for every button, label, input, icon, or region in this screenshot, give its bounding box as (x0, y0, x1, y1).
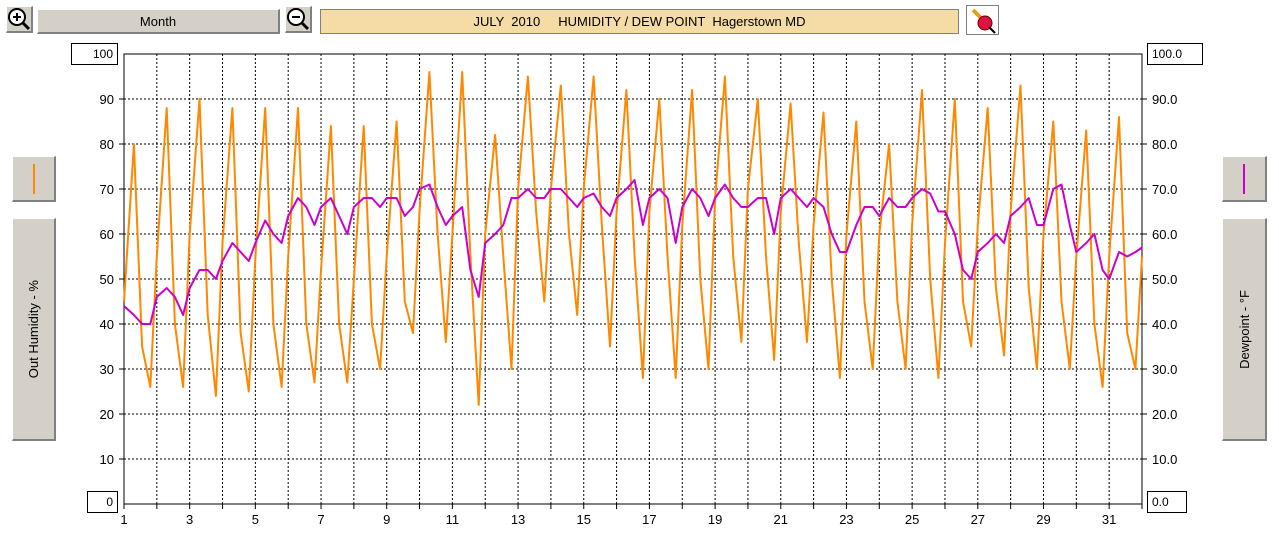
zoom-out-button[interactable] (285, 6, 312, 33)
x-tick-label: 23 (839, 512, 853, 527)
right-y-tick-label: 70.0 (1152, 182, 1177, 197)
right-y-tick-label: 80.0 (1152, 137, 1177, 152)
x-tick-label: 29 (1036, 512, 1050, 527)
zoom-in-button[interactable] (6, 6, 33, 33)
humidity-series-line (123, 71, 1143, 406)
x-tick-label: 15 (577, 512, 591, 527)
x-tick-label: 21 (774, 512, 788, 527)
left-y-tick-label: 20 (100, 407, 114, 422)
left-y-tick-label: 30 (100, 362, 114, 377)
right-y-tick-label: 30.0 (1152, 362, 1177, 377)
left-axis-min-value: 0 (106, 495, 113, 509)
period-selector-button[interactable]: Month (37, 9, 280, 34)
x-tick-label: 25 (905, 512, 919, 527)
right-y-tick-label: 90.0 (1152, 92, 1177, 107)
chart-tick-labels: 1 3 5 7 9 11 13 15 17 19 21 23 25 27 29 319080706050403… (100, 92, 1178, 527)
dewpoint-series-color-button[interactable] (1222, 156, 1267, 202)
plot-frame (123, 53, 1143, 505)
left-y-tick-label: 40 (100, 317, 114, 332)
left-y-tick-label: 10 (100, 452, 114, 467)
left-y-tick-label: 50 (100, 272, 114, 287)
x-tick-label: 13 (511, 512, 525, 527)
eraser-pencil-icon (971, 8, 996, 34)
humidity-series-color-button[interactable] (12, 156, 56, 202)
x-tick-label: 9 (383, 512, 390, 527)
left-axis-max-value: 100 (92, 47, 113, 61)
eraser-tool-button[interactable] (966, 5, 999, 35)
x-tick-label: 31 (1102, 512, 1116, 527)
x-tick-label: 19 (708, 512, 722, 527)
right-y-tick-label: 40.0 (1152, 317, 1177, 332)
x-tick-label: 17 (642, 512, 656, 527)
right-axis-min-value: 0.0 (1152, 495, 1169, 509)
dewpoint-series-line (123, 179, 1143, 325)
right-axis-max-box[interactable]: 100.0 (1147, 43, 1203, 65)
left-axis-max-box[interactable]: 100 (71, 43, 118, 65)
right-axis-label-button[interactable]: Dewpoint - °F (1222, 218, 1267, 441)
left-axis-label-button[interactable]: Out Humidity - % (12, 218, 56, 441)
right-y-tick-label: 10.0 (1152, 452, 1177, 467)
chart-series (123, 71, 1143, 406)
x-tick-label: 7 (317, 512, 324, 527)
humidity-legend-swatch (32, 163, 35, 194)
zoom-out-magnifier-icon (287, 8, 310, 31)
x-tick-label: 3 (186, 512, 193, 527)
left-axis-min-box[interactable]: 0 (87, 491, 118, 513)
left-y-tick-label: 80 (100, 137, 114, 152)
x-tick-label: 1 (120, 512, 127, 527)
zoom-in-magnifier-icon (8, 8, 31, 31)
dewpoint-legend-swatch (1243, 163, 1245, 194)
period-label: Month (139, 13, 177, 29)
x-tick-label: 27 (971, 512, 985, 527)
right-y-tick-label: 20.0 (1152, 407, 1177, 422)
left-y-tick-label: 60 (100, 227, 114, 242)
chart-title: JULY 2010 HUMIDITY / DEW POINT Hagerstow… (473, 14, 806, 29)
right-axis-min-box[interactable]: 0.0 (1147, 491, 1187, 513)
x-tick-label: 5 (252, 512, 259, 527)
right-y-tick-label: 50.0 (1152, 272, 1177, 287)
chart-title-bar: JULY 2010 HUMIDITY / DEW POINT Hagerstow… (320, 9, 959, 34)
right-axis-max-value: 100.0 (1152, 47, 1183, 61)
x-tick-label: 11 (446, 512, 460, 527)
chart-axes (119, 53, 1147, 509)
left-y-tick-label: 90 (100, 92, 114, 107)
left-y-tick-label: 70 (100, 182, 114, 197)
right-y-tick-label: 60.0 (1152, 227, 1177, 242)
